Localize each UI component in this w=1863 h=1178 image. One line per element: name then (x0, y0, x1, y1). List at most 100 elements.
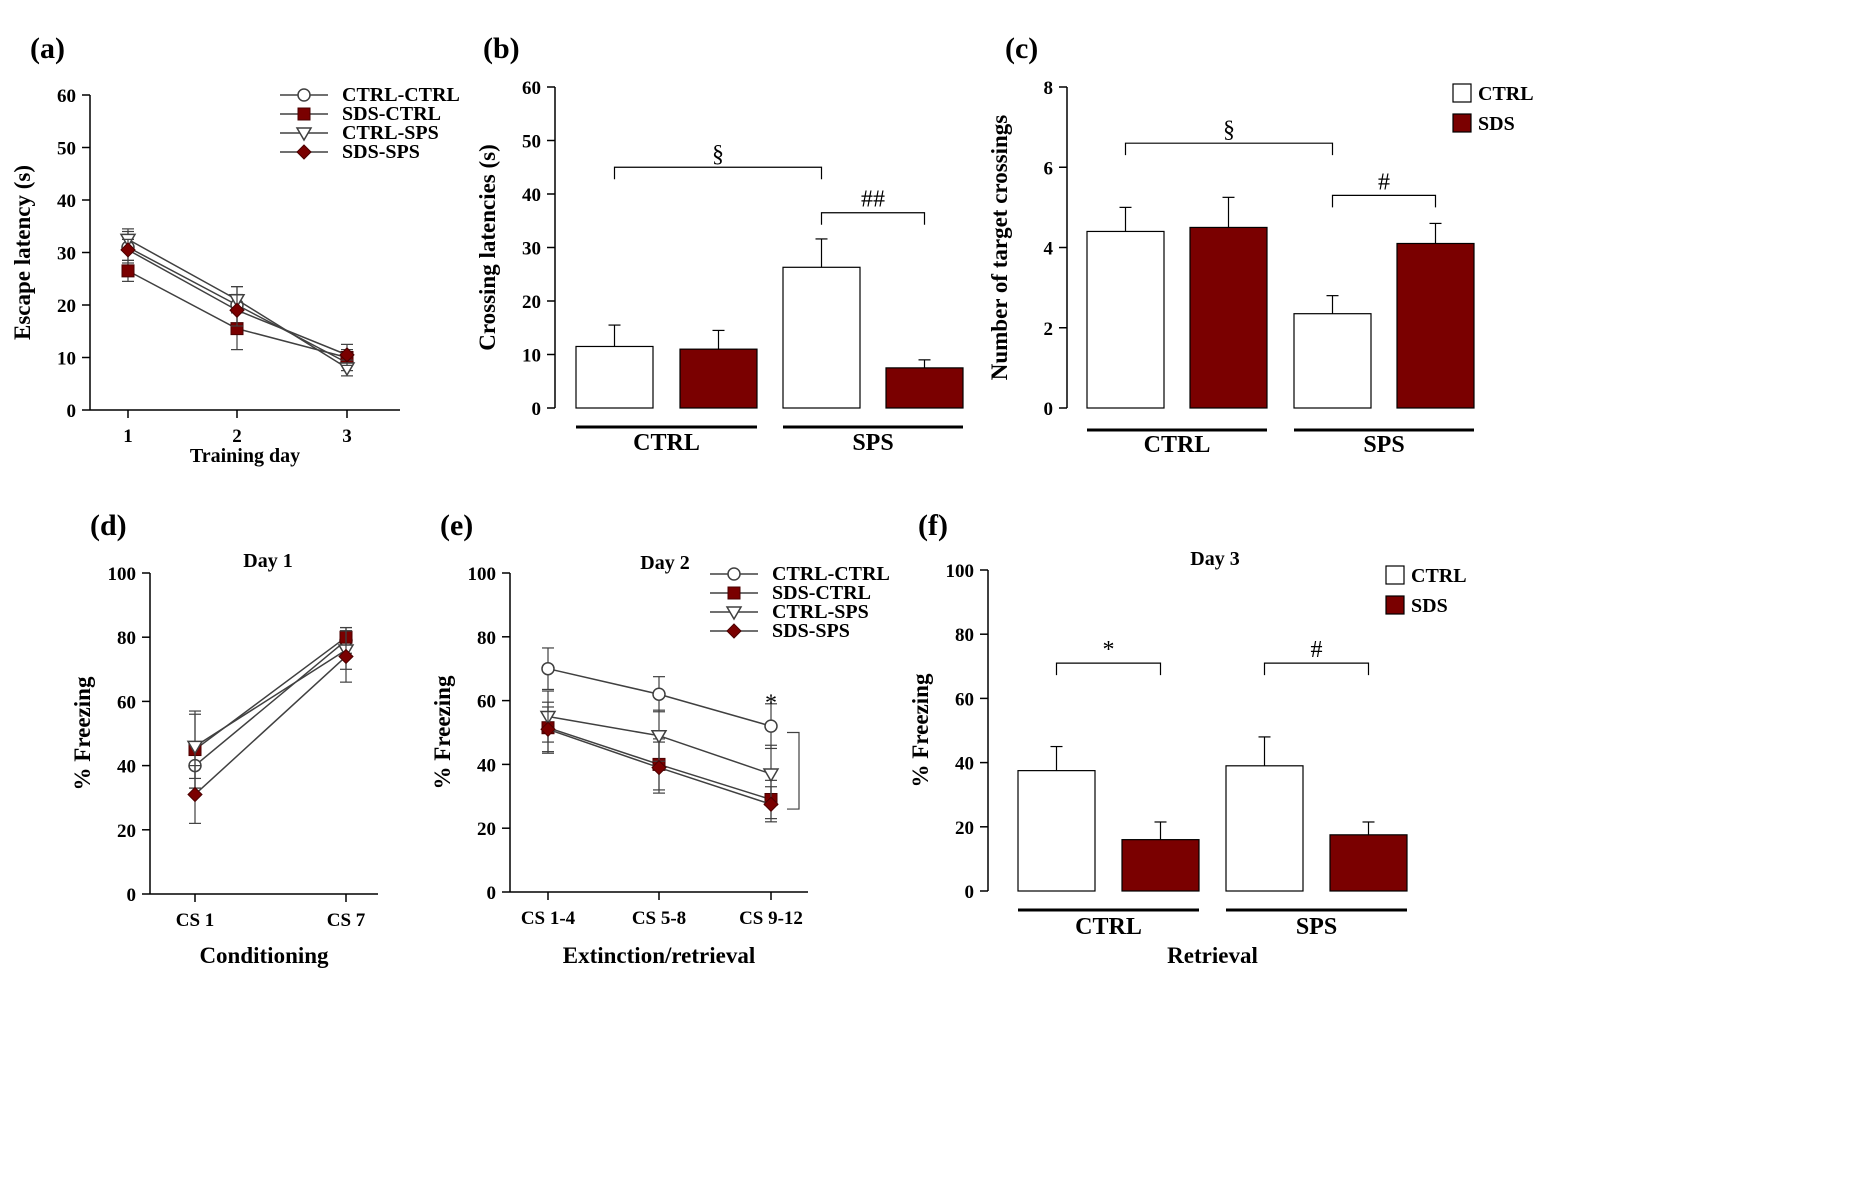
y-tick-label: 10 (57, 349, 76, 370)
y-axis-label: Number of target crossings (987, 115, 1012, 381)
legend-ctrl-ctrl-point (297, 88, 311, 102)
group-label: CTRL (633, 430, 700, 456)
y-tick-label: 100 (468, 564, 497, 585)
panel-a: (a) 0 10 20 30 40 50 60 Escape latency (s) 1 2 3 Tra… (10, 32, 460, 467)
significance-symbol: § (1223, 117, 1235, 143)
bar-ctrl-sds (679, 348, 758, 409)
panel-label: (e) (440, 509, 473, 542)
y-tick-label: 8 (1044, 78, 1054, 99)
x-axis-label: Conditioning (199, 943, 329, 968)
x-tick-label: CS 1-4 (521, 908, 576, 929)
series-ctrl-ctrl-point (764, 719, 778, 733)
group-label: CTRL (1075, 914, 1142, 940)
panel-title: Day 1 (243, 550, 292, 572)
significance-bracket (820, 212, 926, 225)
x-tick-label: CS 7 (327, 910, 366, 931)
series-sds-sps-point (338, 648, 354, 665)
significance-bracket (1055, 662, 1162, 676)
y-tick-label: 40 (477, 755, 496, 776)
y-tick-label: 60 (522, 78, 541, 99)
y-tick-label: 80 (117, 628, 136, 649)
series-sds-sps-point (339, 347, 355, 363)
y-tick-label: 20 (477, 819, 496, 840)
y-tick-label: 40 (522, 185, 541, 206)
x-tick-label: 2 (232, 426, 242, 447)
panel-d: (d) Day 1 0 20 40 60 80 100 % Freezing CS 1 CS 7 Co… (70, 509, 378, 968)
x-tick-label: CS 5-8 (632, 908, 686, 929)
legend-sds-ctrl-label: SDS-CTRL (342, 103, 441, 125)
series-ctrl-sps-point (650, 729, 668, 745)
bar-sps-ctrl (782, 266, 861, 409)
y-tick-label: 4 (1044, 239, 1054, 260)
series-sds-sps-point (229, 302, 245, 318)
y-axis-label: Escape latency (s) (10, 165, 35, 340)
legend-label-ctrl: CTRL (1411, 565, 1467, 587)
group-label: SPS (1296, 914, 1337, 940)
bar-ctrl-ctrl (575, 345, 654, 409)
y-tick-label: 40 (117, 757, 136, 778)
series-sds-sps-point (540, 721, 556, 738)
y-tick-label: 2 (1044, 319, 1054, 340)
legend-label-sds: SDS (1478, 113, 1515, 135)
legend-ctrl-ctrl-label: CTRL-CTRL (342, 84, 460, 106)
x-tick-label: 1 (123, 426, 133, 447)
panel-c: (c) 0 2 4 6 8 Number of target crossings CTRL SP… (987, 32, 1534, 458)
bar-ctrl-ctrl (1086, 230, 1165, 409)
legend-swatch-ctrl (1385, 565, 1405, 585)
y-tick-label: 30 (522, 239, 541, 260)
significance-symbol: # (1311, 637, 1323, 663)
y-tick-label: 0 (67, 401, 77, 422)
y-tick-label: 60 (477, 692, 496, 713)
y-tick-label: 50 (57, 139, 76, 160)
legend-ctrl-ctrl-point (727, 567, 741, 581)
series-ctrl-sps-point (762, 768, 780, 783)
legend-ctrl-sps-label: CTRL-SPS (342, 122, 439, 144)
y-tick-label: 60 (955, 689, 974, 710)
x-tick-label: 3 (342, 426, 352, 447)
y-tick-label: 20 (57, 296, 76, 317)
legend-ctrl-sps-point (295, 127, 313, 142)
panel-e: (e) Day 2 0 20 40 60 80 100 % Freezing CS 1-4 CS 5… (430, 509, 890, 968)
y-tick-label: 20 (955, 818, 974, 839)
group-label: SPS (852, 430, 893, 456)
panel-f: (f) Day 3 0 20 40 60 80 100 % Freezing CTRL SPS Ret… (908, 509, 1467, 968)
panel-label: (a) (30, 32, 65, 65)
y-axis-label: Crossing latencies (s) (475, 144, 500, 351)
panel-b: (b) 0 10 20 30 40 50 60 Crossing latencies (s) CT… (475, 32, 964, 456)
bar-ctrl-ctrl (1017, 770, 1096, 892)
x-tick-label: CS 1 (176, 910, 215, 931)
legend-sds-sps-label: SDS-SPS (342, 141, 420, 163)
bar-ctrl-sds (1121, 839, 1200, 892)
y-tick-label: 0 (127, 885, 137, 906)
significance-star: * (765, 691, 777, 717)
y-tick-label: 6 (1044, 158, 1054, 179)
y-axis-label: % Freezing (430, 675, 455, 789)
significance-bracket (613, 166, 823, 180)
series-ctrl-ctrl-point (652, 687, 666, 701)
series-sds-ctrl-point (121, 264, 135, 278)
y-tick-label: 0 (1044, 399, 1054, 420)
legend-sds-ctrl-label: SDS-CTRL (772, 582, 871, 604)
bar-sps-sds (885, 367, 964, 409)
significance-bracket (1331, 194, 1437, 208)
significance-bracket (1263, 662, 1370, 676)
y-tick-label: 50 (522, 132, 541, 153)
significance-bracket (1124, 142, 1334, 156)
y-tick-label: 0 (532, 399, 542, 420)
y-tick-label: 100 (946, 561, 975, 582)
y-axis-label: % Freezing (70, 676, 95, 790)
significance-symbol: ## (861, 187, 885, 213)
legend-sds-ctrl-point (727, 586, 741, 600)
legend-sds-sps-point (296, 144, 312, 160)
significance-symbol: § (712, 141, 724, 167)
y-tick-label: 0 (965, 882, 975, 903)
series-sds-sps-point (187, 786, 203, 803)
y-tick-label: 0 (487, 883, 497, 904)
bar-sps-sds (1396, 242, 1475, 409)
legend-swatch-ctrl (1452, 83, 1472, 103)
series-sds-sps-line (194, 655, 347, 796)
panel-label: (b) (483, 32, 520, 65)
significance-symbol: * (1103, 637, 1115, 663)
series-sds-sps-point (651, 759, 667, 776)
